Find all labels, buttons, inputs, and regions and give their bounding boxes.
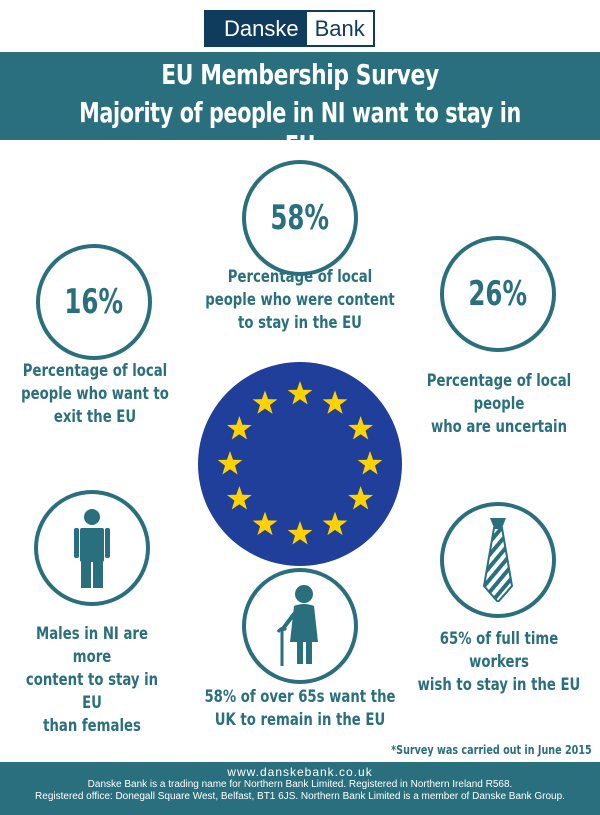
caption-line: who are uncertain — [430, 417, 568, 437]
stat-caption-exit: Percentage of local people who want to e… — [21, 360, 169, 429]
caption-line: than females — [43, 716, 141, 736]
danske-bank-logo: Danske Bank — [204, 10, 375, 47]
elderly-woman-icon — [276, 585, 318, 666]
fact-circle-over65 — [242, 568, 358, 684]
fact-circle-workers — [440, 502, 556, 618]
stat-circle-content: 58% — [242, 160, 358, 276]
footer: www.danskebank.co.uk Danske Bank is a tr… — [0, 762, 600, 815]
survey-note: *Survey was carried out in June 2015 — [391, 743, 592, 757]
fact-caption-over65: 58% of over 65s want the UK to remain in… — [203, 686, 396, 732]
flag-star-icon — [252, 390, 278, 414]
caption-line: people who want to — [21, 384, 169, 404]
flag-star-icon — [227, 416, 252, 440]
stat-value-uncertain: 26% — [468, 274, 528, 314]
fact-circle-males — [34, 490, 150, 606]
caption-line: Percentage of local people — [426, 371, 572, 414]
necktie-icon — [482, 518, 514, 602]
caption-line: Percentage of local — [22, 361, 168, 381]
stat-circle-exit: 16% — [36, 244, 152, 360]
logo-part-2: Bank — [306, 12, 373, 45]
caption-line: content to stay in EU — [25, 670, 159, 713]
fact-caption-males: Males in NI are more content to stay in … — [20, 623, 164, 738]
caption-line: 58% of over 65s want the — [204, 687, 396, 707]
stat-circle-uncertain: 26% — [440, 236, 556, 352]
caption-line: to stay in the EU — [238, 313, 362, 333]
page-subtitle: Majority of people in NI want to stay in… — [79, 96, 521, 162]
stat-value-content: 58% — [270, 198, 330, 238]
stat-caption-uncertain: Percentage of local people who are uncer… — [410, 370, 588, 439]
flag-star-icon — [357, 451, 383, 475]
flag-star-icon — [348, 416, 373, 440]
flag-star-icon — [348, 486, 373, 510]
stat-caption-content: Percentage of local people who were cont… — [199, 266, 402, 335]
flag-star-icon — [322, 390, 348, 414]
flag-star-icon — [227, 486, 252, 510]
footer-legal-line-2: Registered office: Donegall Square West,… — [35, 791, 565, 802]
header-banner: EU Membership Survey Majority of people … — [0, 52, 600, 162]
caption-line: exit the EU — [53, 407, 137, 427]
flag-star-icon — [252, 511, 278, 536]
caption-line: UK to remain in the EU — [214, 710, 386, 730]
fact-caption-workers: 65% of full time workers wish to stay in… — [411, 628, 587, 697]
stat-value-exit: 16% — [64, 282, 124, 322]
caption-line: Percentage of local — [227, 267, 373, 287]
footer-url[interactable]: www.danskebank.co.uk — [227, 765, 373, 779]
footer-legal-line-1: Danske Bank is a trading name for Northe… — [87, 779, 513, 790]
flag-star-icon — [217, 451, 243, 475]
eu-flag-icon — [198, 362, 402, 566]
flag-star-icon — [322, 511, 348, 536]
flag-star-icon — [287, 381, 313, 405]
caption-line: people who were content — [205, 290, 395, 310]
logo-part-1: Danske — [206, 12, 307, 45]
caption-line: Males in NI are more — [36, 624, 148, 667]
caption-line: 65% of full time workers — [439, 629, 559, 672]
male-person-icon — [74, 509, 110, 588]
page-title: EU Membership Survey — [161, 58, 439, 91]
flag-star-icon — [287, 521, 313, 545]
caption-line: wish to stay in the EU — [417, 675, 581, 695]
